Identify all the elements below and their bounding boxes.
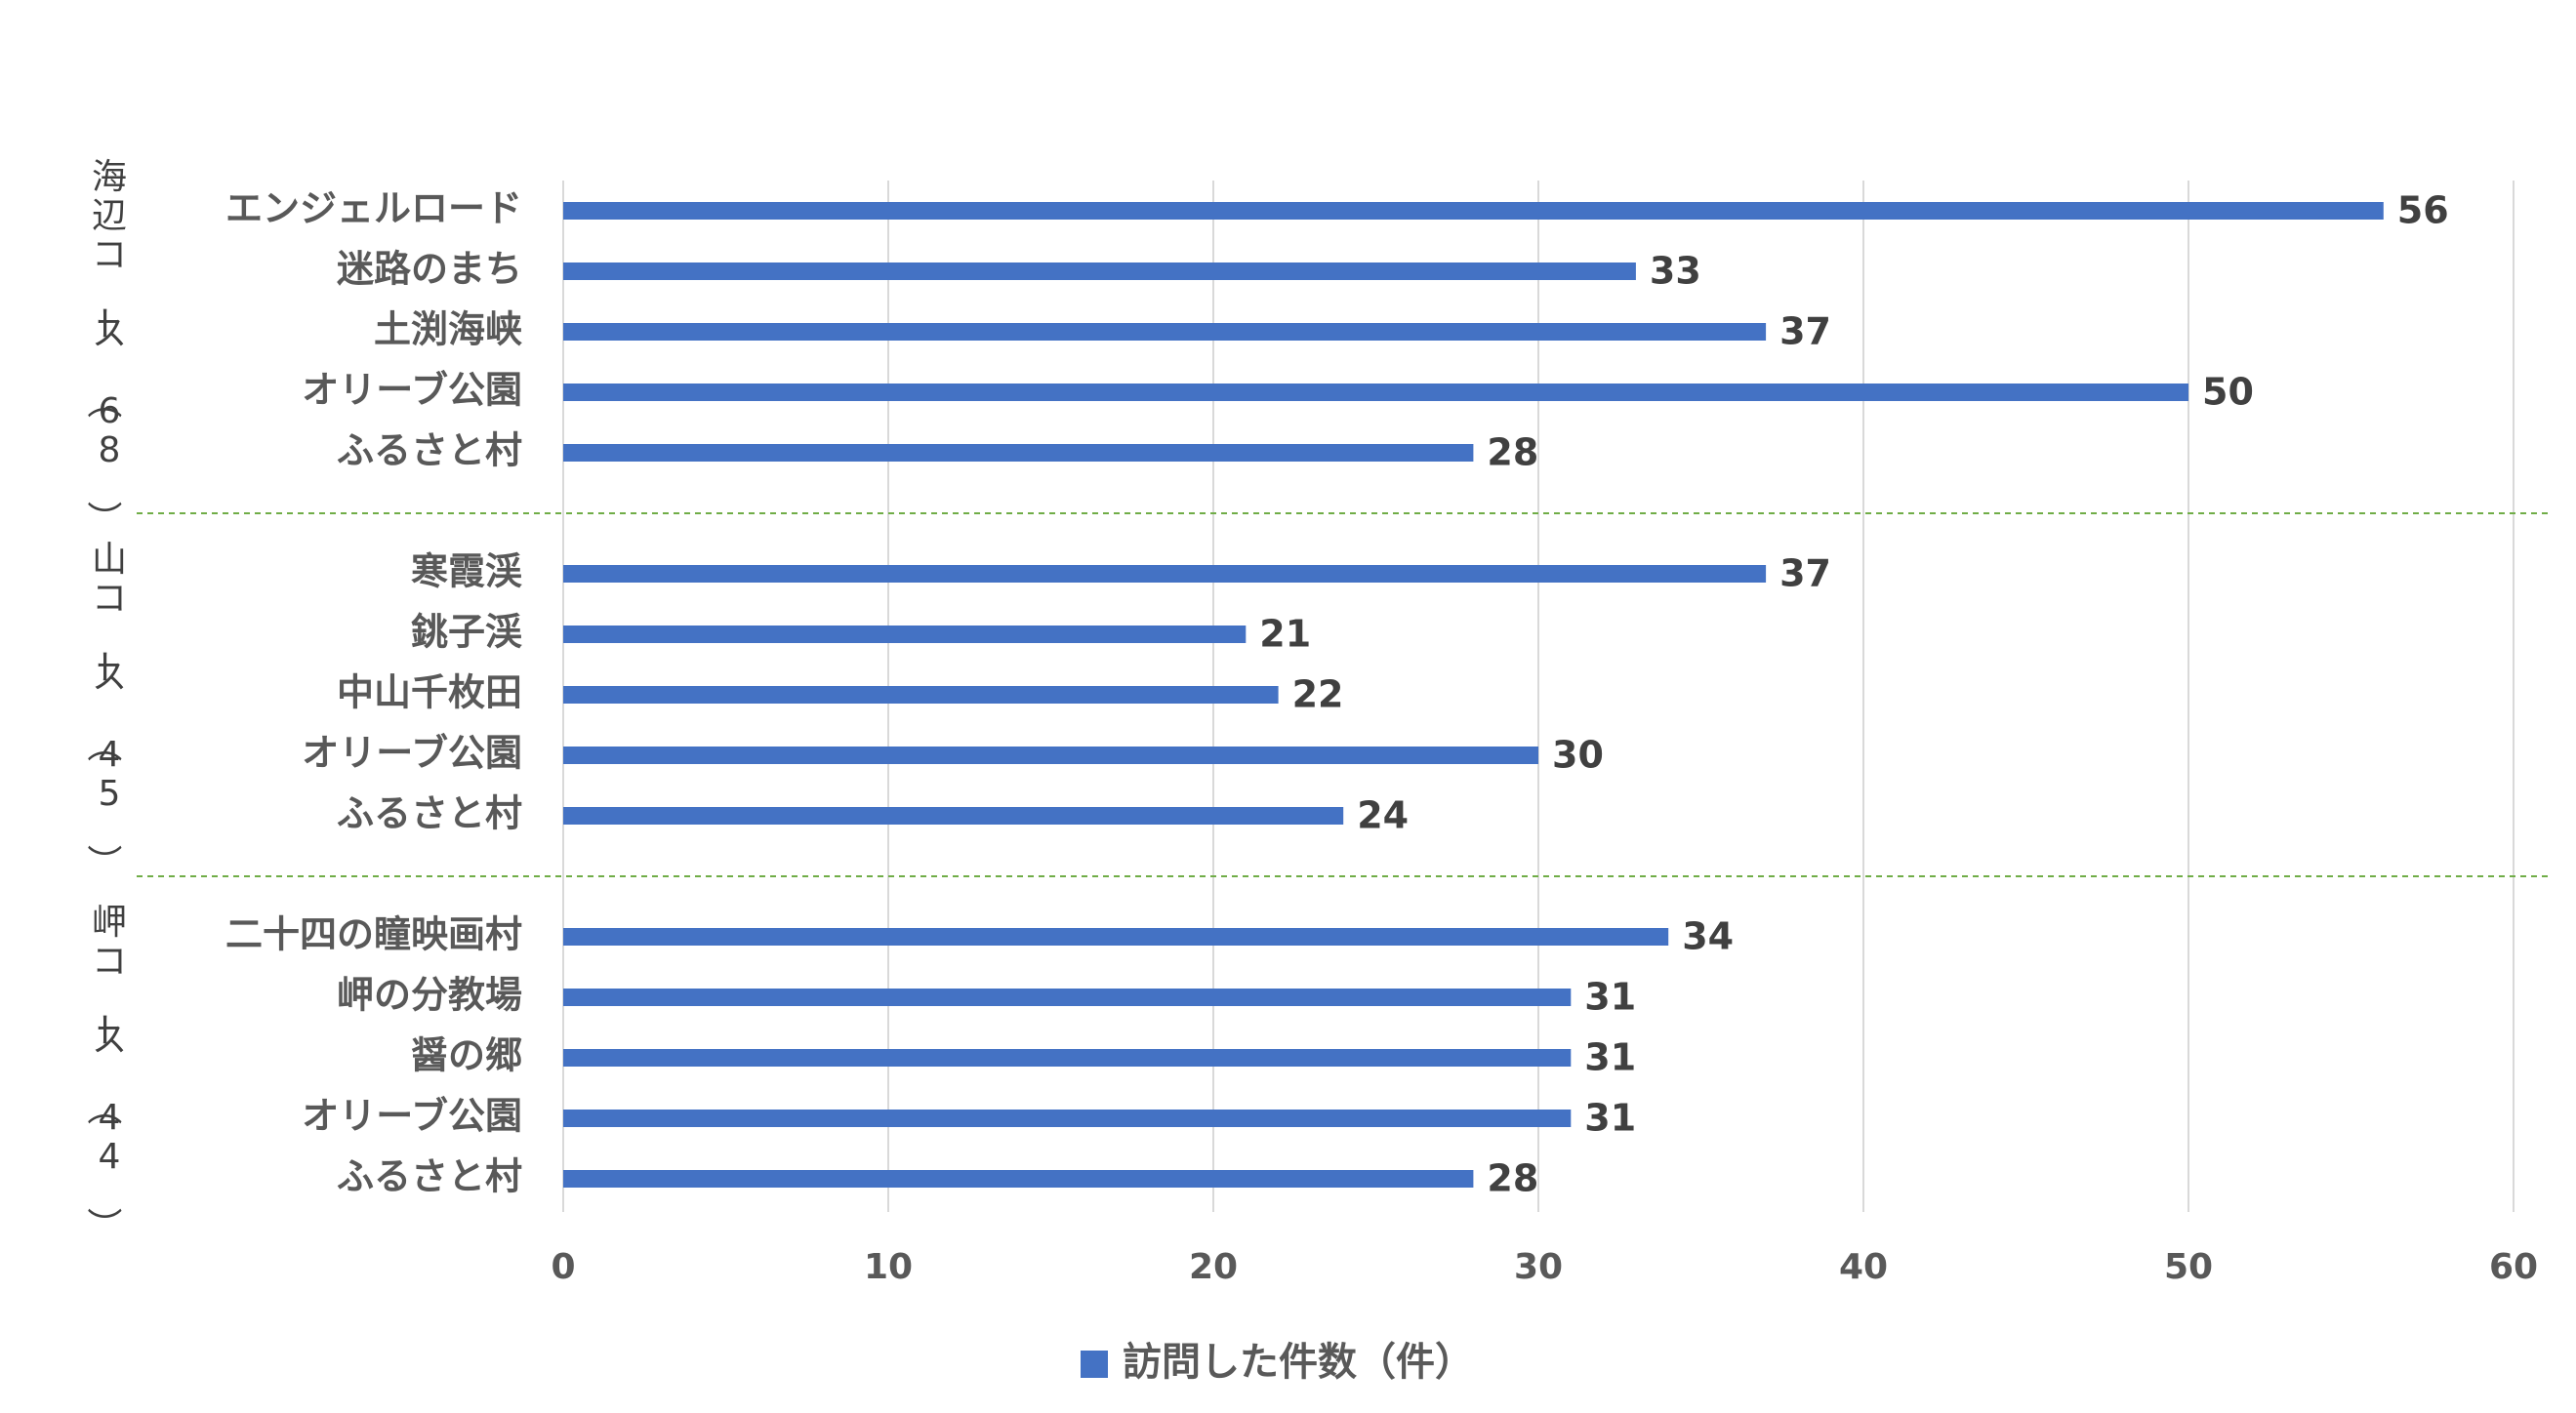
data-label: 37 bbox=[1779, 310, 1831, 353]
bar bbox=[563, 323, 1767, 341]
bar bbox=[563, 989, 1572, 1006]
bar bbox=[563, 1110, 1572, 1127]
category-label: 迷路のまち bbox=[337, 248, 522, 291]
category-label: 二十四の瞳映画村 bbox=[225, 913, 522, 956]
category-label: 土渕海峡 bbox=[374, 308, 522, 351]
bar bbox=[563, 626, 1247, 643]
group-label: 山コース（4 5） bbox=[83, 540, 127, 879]
bar bbox=[563, 202, 2384, 220]
category-label: ふるさと村 bbox=[337, 429, 522, 472]
data-label: 28 bbox=[1487, 431, 1538, 474]
data-label: 21 bbox=[1259, 613, 1311, 656]
x-tick-label: 50 bbox=[2164, 1247, 2213, 1287]
data-label: 50 bbox=[2202, 371, 2254, 414]
category-label: エンジェルロード bbox=[225, 187, 522, 230]
x-tick-label: 0 bbox=[551, 1247, 575, 1287]
x-tick-label: 10 bbox=[864, 1247, 913, 1287]
x-tick-label: 60 bbox=[2489, 1247, 2538, 1287]
category-label: ふるさと村 bbox=[337, 1155, 522, 1198]
x-tick-label: 20 bbox=[1189, 1247, 1238, 1287]
data-label: 56 bbox=[2397, 189, 2449, 232]
data-label: 31 bbox=[1584, 1036, 1636, 1079]
data-label: 30 bbox=[1552, 734, 1604, 777]
legend-label: 訪問した件数（件） bbox=[1123, 1340, 1474, 1385]
bar bbox=[563, 807, 1344, 825]
data-label: 33 bbox=[1650, 250, 1701, 293]
category-label: 岬の分教場 bbox=[337, 974, 522, 1017]
bar bbox=[563, 262, 1636, 280]
category-label: オリーブ公園 bbox=[302, 369, 522, 412]
category-label: 中山千枚田 bbox=[337, 671, 522, 714]
data-label: 31 bbox=[1584, 976, 1636, 1019]
bar bbox=[563, 1049, 1572, 1067]
data-label: 37 bbox=[1779, 552, 1831, 595]
category-label: 銚子渓 bbox=[411, 611, 522, 654]
category-label: 寒霞渓 bbox=[411, 550, 522, 593]
bar bbox=[563, 928, 1669, 946]
group-label: 岬コース（4 4） bbox=[83, 903, 127, 1242]
category-label: 醤の郷 bbox=[411, 1034, 522, 1077]
x-tick-label: 40 bbox=[1839, 1247, 1888, 1287]
bar bbox=[563, 565, 1767, 583]
category-label: オリーブ公園 bbox=[302, 732, 522, 775]
data-label: 31 bbox=[1584, 1097, 1636, 1140]
bar bbox=[563, 686, 1279, 704]
bar bbox=[563, 384, 2188, 401]
bar bbox=[563, 444, 1474, 462]
bar bbox=[563, 747, 1538, 764]
category-label: ふるさと村 bbox=[337, 792, 522, 835]
category-label: オリーブ公園 bbox=[302, 1095, 522, 1138]
data-label: 24 bbox=[1357, 794, 1409, 837]
bar bbox=[563, 1170, 1474, 1188]
group-label: 海辺コース（6 8） bbox=[83, 157, 127, 536]
data-label: 28 bbox=[1487, 1157, 1538, 1200]
data-label: 34 bbox=[1682, 915, 1734, 958]
legend-swatch bbox=[1081, 1351, 1108, 1378]
x-tick-label: 30 bbox=[1514, 1247, 1563, 1287]
data-label: 22 bbox=[1292, 673, 1344, 716]
